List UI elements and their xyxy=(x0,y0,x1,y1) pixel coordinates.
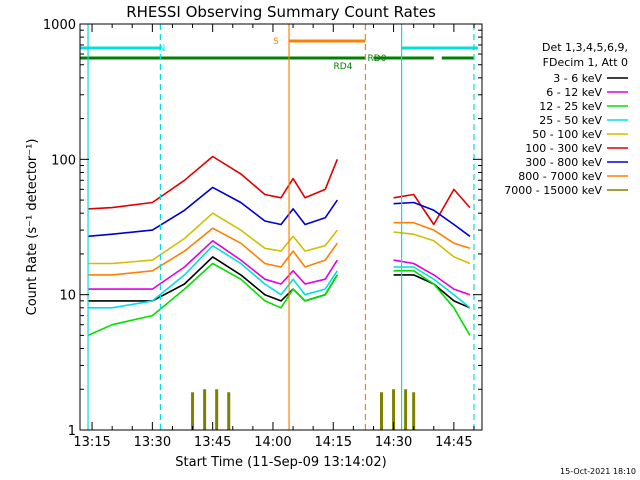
legend-label-100-300-kev: 100 - 300 keV xyxy=(525,142,602,155)
legend: Det 1,3,4,5,6,9, FDecim 1, Att 0 3 - 6 keV… xyxy=(504,41,628,197)
x-axis-label: Start Time (11-Sep-09 13:14:02) xyxy=(175,455,386,470)
series-7000-15000-kev-bar xyxy=(380,392,383,430)
series-12-25-kev-line xyxy=(87,262,338,337)
legend-label-7000-15000-kev: 7000 - 15000 keV xyxy=(504,184,602,197)
series-7000-15000-kev-bar xyxy=(203,389,207,430)
x-tick-label: 14:00 xyxy=(254,435,291,450)
series-7000-15000-kev-bar xyxy=(404,389,408,430)
series-50-100-kev-line xyxy=(88,212,338,265)
y-tick-label: 100 xyxy=(51,153,76,168)
series-7000-15000-kev-bar xyxy=(392,389,396,430)
x-tick-label: 14:45 xyxy=(435,435,472,450)
series-800-7000-kev-line xyxy=(393,221,471,250)
legend-label-3-6-kev: 3 - 6 keV xyxy=(553,72,602,85)
annotation-rd0: RD0 xyxy=(368,54,387,64)
legend-label-800-7000-kev: 800 - 7000 keV xyxy=(518,170,602,183)
axis-ticks: 13:15 13:30 13:45 14:00 14:15 14:30 14:45 1 10 10… xyxy=(43,18,482,450)
plot-frame xyxy=(79,23,483,431)
annotation-n: N xyxy=(159,44,166,54)
y-axis-label: Count Rate (s⁻¹ detector⁻¹) xyxy=(25,139,40,316)
series-300-800-kev-line xyxy=(393,201,471,237)
series-100-300-kev-line xyxy=(87,155,339,210)
series-25-50-kev-line xyxy=(393,266,471,309)
x-tick-label: 14:15 xyxy=(315,435,352,450)
legend-label-12-25-kev: 12 - 25 keV xyxy=(539,100,602,113)
series-12-25-kev-line xyxy=(393,269,471,336)
series-6-12-kev-line xyxy=(88,240,338,290)
legend-label-25-50-kev: 25 - 50 keV xyxy=(539,114,602,127)
annotations: N S RD0 RD4 xyxy=(159,37,387,72)
flag-bars xyxy=(80,39,478,60)
series-7000-15000-kev-bar xyxy=(191,392,195,430)
series-7000-15000-kev-bar xyxy=(215,389,219,430)
series-lines xyxy=(87,155,471,430)
series-25-50-kev-line xyxy=(88,244,338,309)
legend-header-line: FDecim 1, Att 0 xyxy=(543,56,628,69)
x-tick-label: 13:15 xyxy=(73,435,110,450)
series-800-7000-kev-line xyxy=(88,227,338,276)
timestamp: 15-Oct-2021 18:10 xyxy=(560,467,636,476)
series-7000-15000-kev-bar xyxy=(412,392,416,430)
series-7000-15000-kev-bar xyxy=(227,392,231,430)
y-tick-label: 1 xyxy=(68,424,76,439)
series-100-300-kev-line xyxy=(393,188,471,226)
annotation-rd4: RD4 xyxy=(334,62,353,72)
x-tick-label: 13:30 xyxy=(134,435,171,450)
event-lines xyxy=(87,24,475,430)
annotation-s: S xyxy=(273,37,279,47)
series-6-12-kev-line xyxy=(393,259,471,296)
x-tick-label: 13:45 xyxy=(194,435,231,450)
y-tick-label: 10 xyxy=(59,289,76,304)
legend-header-line: Det 1,3,4,5,6,9, xyxy=(542,41,628,54)
series-300-800-kev-line xyxy=(87,186,338,238)
legend-label-50-100-kev: 50 - 100 keV xyxy=(532,128,602,141)
legend-label-300-800-kev: 300 - 800 keV xyxy=(525,156,602,169)
legend-label-6-12-kev: 6 - 12 keV xyxy=(546,86,602,99)
x-tick-label: 14:30 xyxy=(375,435,412,450)
y-tick-label: 1000 xyxy=(43,18,76,33)
series-50-100-kev-line xyxy=(393,231,471,265)
chart-title: RHESSI Observing Summary Count Rates xyxy=(126,3,436,21)
